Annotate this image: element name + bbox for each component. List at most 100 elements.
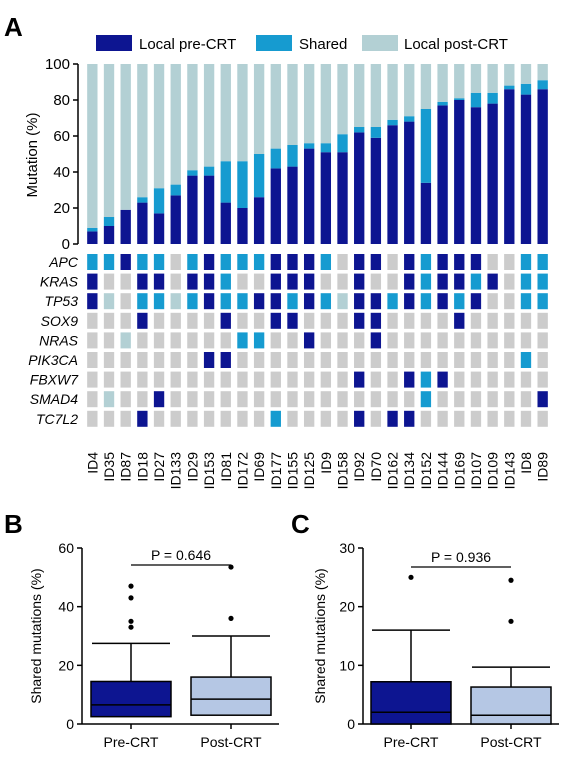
gene-cell-KRAS-ID8 bbox=[520, 273, 532, 290]
x-tick-label-Post-CRT: Post-CRT bbox=[200, 734, 262, 750]
gene-cell-NRAS-ID81 bbox=[220, 332, 231, 349]
bar-post-ID152 bbox=[420, 64, 432, 109]
gene-cell-APC-ID4 bbox=[87, 254, 98, 270]
sample-label-ID27: ID27 bbox=[151, 452, 167, 482]
gene-cell-SMAD4-ID69 bbox=[253, 391, 265, 408]
bar-post-ID89 bbox=[537, 64, 548, 81]
gene-cell-SMAD4-ID87 bbox=[120, 391, 131, 408]
sample-id-labels: ID4 ID35 ID87 ID18 ID27 ID133 ID29 ID153 ID81 ID1… bbox=[84, 452, 550, 490]
bar-post-ID70 bbox=[370, 64, 382, 127]
y-axis-label-a: Mutation (%) bbox=[24, 112, 41, 197]
y-tick-label-a: 100 bbox=[45, 56, 70, 73]
y-tick-label-a: 20 bbox=[53, 200, 70, 217]
sample-label-ID158: ID158 bbox=[335, 452, 351, 490]
gene-cell-FBXW7-ID152 bbox=[420, 371, 432, 388]
gene-cell-SMAD4-ID27 bbox=[153, 391, 165, 408]
gene-cell-SOX9-ID4 bbox=[87, 312, 98, 329]
gene-cell-FBXW7-ID70 bbox=[370, 371, 382, 388]
bar-shared-ID134 bbox=[404, 116, 415, 122]
sample-label-ID143: ID143 bbox=[501, 452, 517, 490]
bar-post-ID92 bbox=[354, 64, 365, 127]
gene-cell-APC-ID158 bbox=[337, 254, 348, 270]
outlier-point bbox=[128, 624, 134, 630]
gene-label-APC: APC bbox=[48, 254, 79, 270]
bar-shared-ID92 bbox=[354, 127, 365, 133]
gene-cell-PIK3CA-ID35 bbox=[103, 352, 115, 368]
bar-shared-ID27 bbox=[153, 188, 165, 214]
gene-cell-KRAS-ID109 bbox=[487, 273, 498, 290]
gene-cell-TC7L2-ID152 bbox=[420, 410, 432, 427]
outlier-point bbox=[128, 618, 134, 624]
gene-cell-NRAS-ID8 bbox=[520, 332, 532, 349]
outlier-point bbox=[508, 618, 514, 624]
gene-cell-TP53-ID162 bbox=[387, 293, 398, 310]
gene-cell-KRAS-ID133 bbox=[170, 273, 181, 290]
bar-pre-ID143 bbox=[504, 89, 515, 244]
gene-cell-TP53-ID155 bbox=[287, 293, 298, 310]
y-tick-label: 20 bbox=[58, 657, 74, 673]
bar-pre-ID89 bbox=[537, 89, 548, 244]
bar-shared-ID177 bbox=[270, 148, 281, 169]
gene-cell-SMAD4-ID153 bbox=[203, 391, 215, 408]
gene-labels: APC KRAS TP53 SOX9 NRAS PIK3CA FBXW7 SMAD4 TC7L2 bbox=[28, 254, 79, 427]
bar-post-ID134 bbox=[404, 64, 415, 117]
y-tick-label: 30 bbox=[339, 540, 355, 556]
bar-post-ID9 bbox=[320, 64, 332, 144]
gene-cell-FBXW7-ID69 bbox=[253, 371, 265, 388]
sample-label-ID172: ID172 bbox=[234, 452, 250, 490]
gene-cell-NRAS-ID134 bbox=[404, 332, 415, 349]
bar-pre-ID134 bbox=[404, 121, 415, 244]
gene-cell-SOX9-ID162 bbox=[387, 312, 398, 329]
bar-pre-ID144 bbox=[437, 105, 448, 245]
sample-label-ID29: ID29 bbox=[184, 452, 200, 482]
gene-cell-SMAD4-ID134 bbox=[404, 391, 415, 408]
bar-pre-ID92 bbox=[354, 132, 365, 244]
gene-cell-SOX9-ID89 bbox=[537, 312, 548, 329]
gene-cell-TC7L2-ID89 bbox=[537, 410, 548, 427]
gene-cell-KRAS-ID152 bbox=[420, 273, 432, 290]
gene-cell-TP53-ID4 bbox=[87, 293, 98, 310]
gene-cell-NRAS-ID29 bbox=[187, 332, 198, 349]
outlier-point bbox=[408, 574, 414, 580]
bar-shared-ID169 bbox=[454, 98, 465, 100]
bar-post-ID143 bbox=[504, 64, 515, 86]
gene-cell-TC7L2-ID153 bbox=[203, 410, 215, 427]
gene-cell-NRAS-ID109 bbox=[487, 332, 498, 349]
bar-pre-ID125 bbox=[303, 148, 315, 244]
gene-cell-KRAS-ID155 bbox=[287, 273, 298, 290]
gene-cell-PIK3CA-ID172 bbox=[237, 352, 248, 368]
bar-post-ID29 bbox=[187, 64, 198, 171]
bar-shared-ID109 bbox=[487, 92, 498, 104]
gene-cell-SMAD4-ID9 bbox=[320, 391, 332, 408]
gene-cell-TP53-ID125 bbox=[303, 293, 315, 310]
gene-cell-APC-ID125 bbox=[303, 254, 315, 270]
gene-matrix bbox=[87, 254, 548, 427]
gene-cell-TC7L2-ID9 bbox=[320, 410, 332, 427]
sample-label-ID69: ID69 bbox=[251, 452, 267, 482]
bar-post-ID69 bbox=[253, 64, 265, 154]
gene-cell-TP53-ID107 bbox=[470, 293, 482, 310]
gene-cell-APC-ID143 bbox=[504, 254, 515, 270]
gene-cell-KRAS-ID18 bbox=[137, 273, 148, 290]
gene-cell-TP53-ID9 bbox=[320, 293, 332, 310]
bar-post-ID177 bbox=[270, 64, 281, 149]
gene-cell-KRAS-ID153 bbox=[203, 273, 215, 290]
gene-cell-KRAS-ID87 bbox=[120, 273, 131, 290]
gene-cell-TP53-ID70 bbox=[370, 293, 382, 310]
bar-pre-ID153 bbox=[203, 175, 215, 244]
y-tick-label-a: 60 bbox=[53, 128, 70, 145]
gene-cell-APC-ID35 bbox=[103, 254, 115, 270]
gene-cell-SOX9-ID9 bbox=[320, 312, 332, 329]
gene-cell-PIK3CA-ID9 bbox=[320, 352, 332, 368]
gene-cell-SMAD4-ID177 bbox=[270, 391, 281, 408]
gene-cell-KRAS-ID169 bbox=[454, 273, 465, 290]
gene-cell-APC-ID87 bbox=[120, 254, 131, 270]
gene-label-SOX9: SOX9 bbox=[41, 313, 79, 329]
gene-cell-SMAD4-ID107 bbox=[470, 391, 482, 408]
gene-cell-KRAS-ID27 bbox=[153, 273, 165, 290]
sample-label-ID144: ID144 bbox=[435, 452, 451, 490]
sample-label-ID35: ID35 bbox=[101, 452, 117, 482]
gene-cell-FBXW7-ID81 bbox=[220, 371, 231, 388]
outlier-point bbox=[228, 564, 234, 570]
